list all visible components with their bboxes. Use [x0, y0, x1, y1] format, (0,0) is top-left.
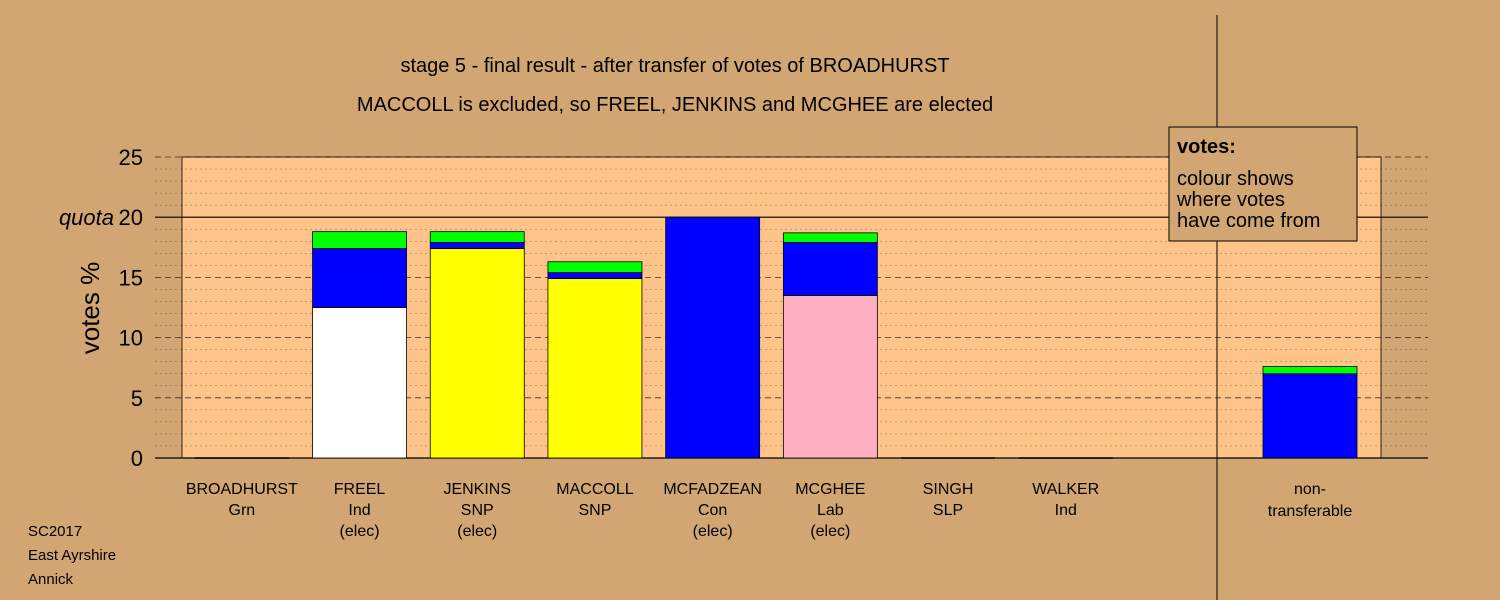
quota-label: quota: [59, 205, 114, 230]
candidate-name: MCFADZEAN: [663, 481, 762, 498]
bar-segment-con: [665, 216, 761, 459]
bar-segment-grn: [782, 232, 878, 243]
legend: votes: colour shows where votes have com…: [1168, 126, 1358, 242]
candidate-party: Con: [698, 502, 727, 519]
nontransferable-label-2: transferable: [1268, 503, 1353, 520]
bar-mcghee: [782, 232, 878, 459]
candidate-name: FREEL: [334, 481, 386, 498]
legend-box: [1168, 126, 1358, 242]
bar-freel: [312, 231, 407, 459]
footer-council: East Ayrshire: [28, 547, 116, 564]
candidate-name: MCGHEE: [795, 481, 865, 498]
y-tick-label: 15: [119, 265, 143, 290]
footer-ward: Annick: [28, 571, 74, 588]
candidate-status: (elec): [810, 523, 850, 540]
candidate-status: (elec): [693, 523, 733, 540]
chart-title-line1: stage 5 - final result - after transfer …: [400, 55, 949, 77]
bar-segment-con: [312, 248, 407, 308]
candidate-party: SLP: [933, 502, 963, 519]
candidate-name: JENKINS: [443, 481, 511, 498]
candidate-status: (elec): [340, 523, 380, 540]
nontransferable-label-1: non-: [1294, 481, 1326, 498]
bars: [194, 216, 1358, 459]
bar-segment-con: [429, 242, 525, 249]
candidate-name: BROADHURST: [186, 481, 298, 498]
bar-segment-grn: [547, 261, 643, 273]
candidate-party: SNP: [461, 502, 494, 519]
bar-segment-snp: [429, 248, 525, 459]
bar-segment-grn: [312, 231, 407, 249]
y-axis-label: votes %: [75, 262, 105, 355]
bar-segment-snp: [547, 278, 643, 459]
bar-segment-con: [547, 272, 643, 280]
x-axis-labels: BROADHURST Grn FREEL Ind (elec) JENKINS SNP (el…: [186, 481, 1353, 540]
y-tick-label: 10: [119, 326, 143, 351]
candidate-party: Lab: [817, 502, 844, 519]
bar-nontransferable: [1262, 366, 1358, 459]
candidate-party: SNP: [578, 502, 611, 519]
candidate-name: WALKER: [1032, 481, 1099, 498]
bar-jenkins: [429, 231, 525, 459]
footer: SC2017 East Ayrshire Annick: [28, 523, 116, 588]
candidate-status: (elec): [457, 523, 497, 540]
legend-line-2: where votes: [1176, 189, 1285, 211]
candidate-name: SINGH: [923, 481, 974, 498]
y-tick-label: 5: [131, 386, 143, 411]
y-tick-label: 0: [131, 446, 143, 471]
bar-segment-ind: [312, 307, 407, 459]
bar-maccoll: [547, 261, 643, 459]
bar-segment-grn: [1262, 366, 1358, 375]
legend-line-3: have come from: [1177, 210, 1320, 232]
candidate-party: Grn: [229, 502, 256, 519]
legend-title: votes:: [1177, 136, 1236, 158]
footer-election: SC2017: [28, 523, 82, 540]
candidate-name: MACCOLL: [556, 481, 633, 498]
bar-segment-con: [782, 242, 878, 296]
y-tick-label: 20: [119, 205, 143, 230]
bar-mcfadzean: [665, 216, 761, 459]
chart-title-line2: MACCOLL is excluded, so FREEL, JENKINS a…: [357, 94, 993, 116]
bar-segment-lab: [782, 295, 878, 459]
y-axis: 0 5 10 15 20 25: [119, 145, 143, 471]
candidate-party: Ind: [348, 502, 370, 519]
bar-segment-grn: [429, 231, 525, 243]
bar-segment-con: [1262, 373, 1358, 459]
candidate-party: Ind: [1055, 502, 1077, 519]
legend-line-1: colour shows: [1177, 168, 1294, 190]
y-tick-label: 25: [119, 145, 143, 170]
